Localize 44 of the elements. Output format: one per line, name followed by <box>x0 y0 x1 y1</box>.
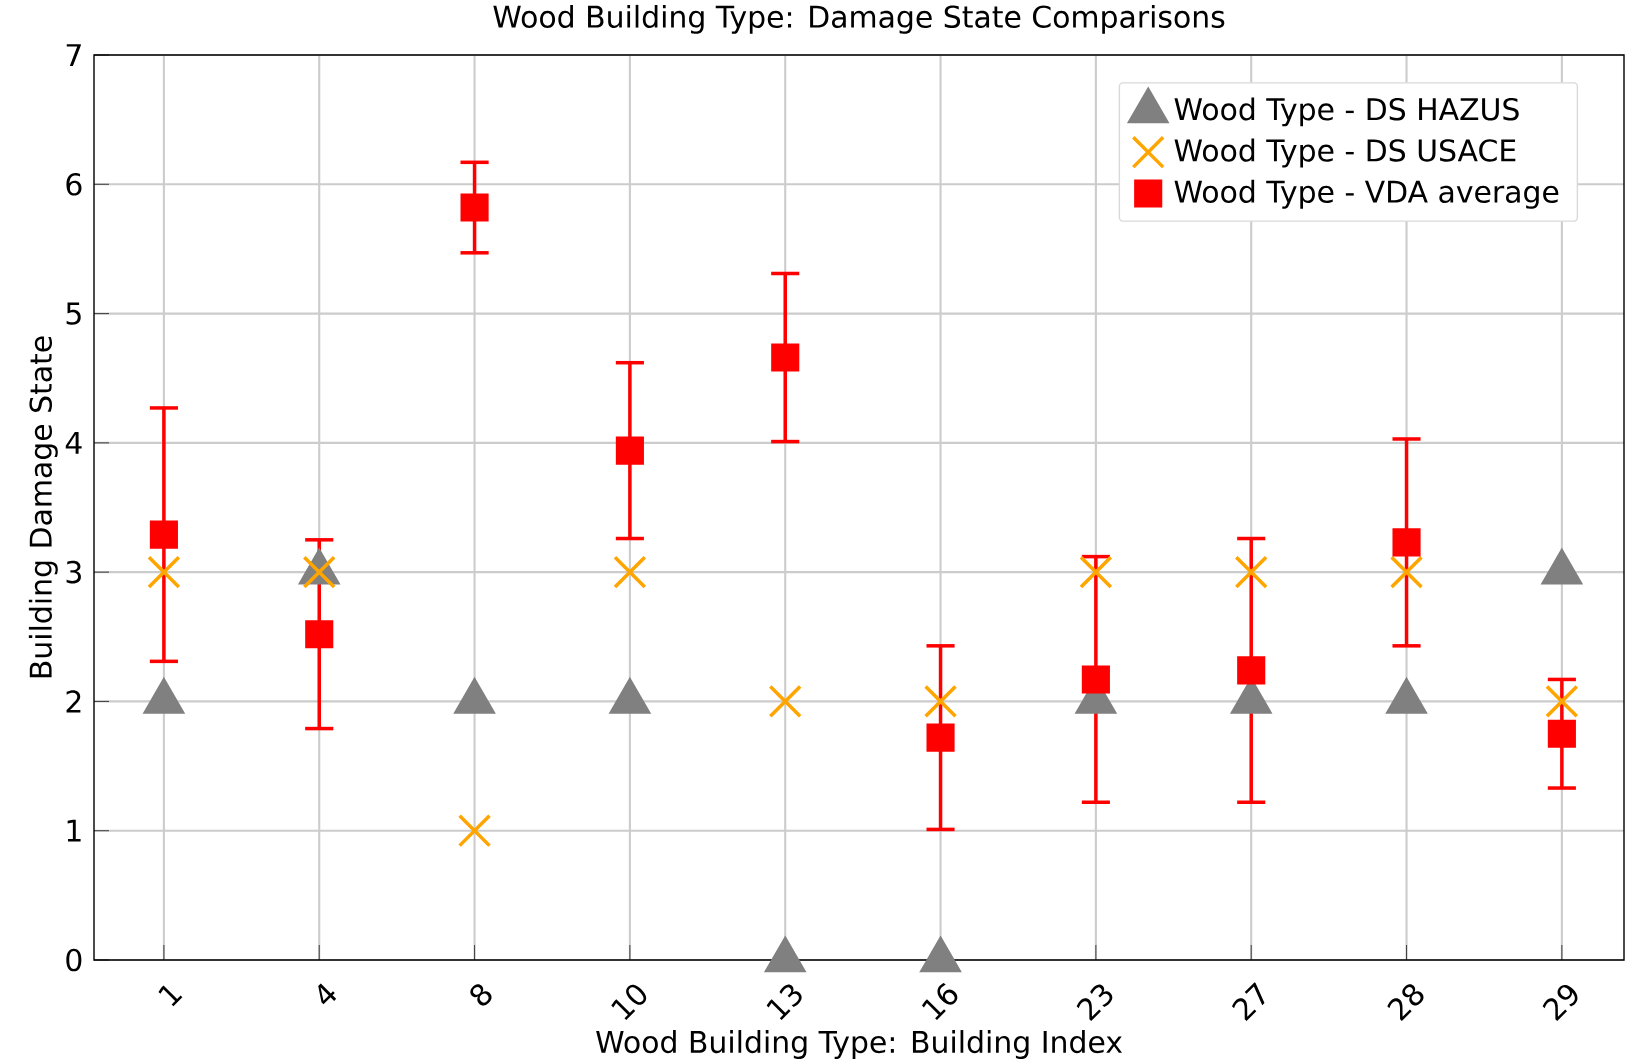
point <box>1237 656 1266 685</box>
x-tick-label: 16 <box>921 982 958 1020</box>
legend-label: Wood Type - DS USACE <box>1174 138 1516 168</box>
point <box>457 814 492 848</box>
y-tick-label: 3 <box>66 560 81 584</box>
x-tick-label: 29 <box>1542 984 1578 1022</box>
y-tick-label: 7 <box>66 44 81 66</box>
x-tick-label: 28 <box>1387 984 1424 1022</box>
point <box>1079 555 1113 589</box>
point <box>926 723 955 752</box>
point <box>1234 555 1268 589</box>
point <box>1392 528 1421 557</box>
y-tick-label: 1 <box>67 819 81 842</box>
x-tick-label: 8 <box>470 984 492 1006</box>
point <box>615 436 644 465</box>
point <box>305 620 334 649</box>
point <box>460 193 489 222</box>
point <box>302 555 336 589</box>
x-tick-label: 4 <box>318 983 337 1005</box>
y-tick-label: 5 <box>66 302 81 325</box>
x-tick-label: 13 <box>766 984 802 1020</box>
point <box>147 555 181 589</box>
y-axis-title: Building Damage State <box>28 336 58 678</box>
x-tick-label: 1 <box>158 985 183 1007</box>
x-tick-label: 10 <box>611 984 647 1020</box>
point <box>768 684 802 719</box>
point <box>149 520 178 549</box>
x-tick-label: 23 <box>1076 984 1113 1022</box>
legend-label: Wood Type - DS HAZUS <box>1174 97 1519 127</box>
x-axis-title: Wood Building Type: Building Index <box>596 1030 1123 1059</box>
point <box>923 684 958 719</box>
y-tick-label: 0 <box>66 948 82 972</box>
point <box>1389 555 1424 589</box>
point <box>771 343 800 372</box>
chart-title: Wood Building Type: Damage State Comparisons <box>493 4 1225 34</box>
y-tick-label: 6 <box>66 173 82 196</box>
point <box>1081 665 1110 694</box>
x-tick-label: 27 <box>1231 982 1265 1022</box>
y-tick-label: 4 <box>65 431 82 454</box>
y-tick-label: 2 <box>66 690 81 713</box>
point <box>1547 719 1576 748</box>
point <box>613 555 647 589</box>
legend-label: Wood Type - VDA average <box>1174 179 1559 209</box>
point <box>1545 684 1579 719</box>
